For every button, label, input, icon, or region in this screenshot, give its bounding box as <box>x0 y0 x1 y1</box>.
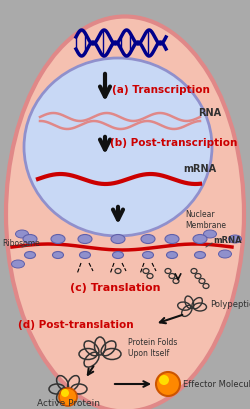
Text: (c) Translation: (c) Translation <box>70 282 160 292</box>
Circle shape <box>59 388 77 406</box>
Ellipse shape <box>51 235 65 244</box>
Ellipse shape <box>204 230 216 238</box>
Ellipse shape <box>16 230 28 238</box>
Text: (b) Post-transcription: (b) Post-transcription <box>110 138 238 148</box>
Ellipse shape <box>111 235 125 244</box>
Text: mRNA: mRNA <box>183 164 216 173</box>
Circle shape <box>159 375 169 385</box>
Ellipse shape <box>142 252 154 259</box>
Text: RNA: RNA <box>198 108 221 118</box>
Ellipse shape <box>141 235 155 244</box>
Text: Effector Molecule: Effector Molecule <box>183 380 250 389</box>
Ellipse shape <box>218 250 232 258</box>
Text: Ribosome: Ribosome <box>2 239 40 248</box>
Ellipse shape <box>6 18 244 409</box>
Ellipse shape <box>24 59 212 236</box>
Ellipse shape <box>78 235 92 244</box>
Circle shape <box>61 389 69 397</box>
Text: Active Protein: Active Protein <box>36 398 100 407</box>
Text: mRNA: mRNA <box>213 236 242 245</box>
Ellipse shape <box>23 235 37 244</box>
Circle shape <box>156 372 180 396</box>
Ellipse shape <box>52 252 64 259</box>
Ellipse shape <box>80 252 90 259</box>
Ellipse shape <box>165 235 179 244</box>
Ellipse shape <box>166 252 177 259</box>
Ellipse shape <box>112 252 124 259</box>
Ellipse shape <box>12 261 24 268</box>
Ellipse shape <box>228 236 241 243</box>
Text: Nuclear
Membrane: Nuclear Membrane <box>185 209 226 229</box>
Ellipse shape <box>193 235 207 244</box>
Text: Polypeptide: Polypeptide <box>210 300 250 309</box>
Text: Protein Folds
Upon Itself: Protein Folds Upon Itself <box>128 337 178 357</box>
Text: (a) Transcription: (a) Transcription <box>112 85 210 95</box>
Text: (d) Post-translation: (d) Post-translation <box>18 319 134 329</box>
Ellipse shape <box>194 252 205 259</box>
Ellipse shape <box>24 252 36 259</box>
